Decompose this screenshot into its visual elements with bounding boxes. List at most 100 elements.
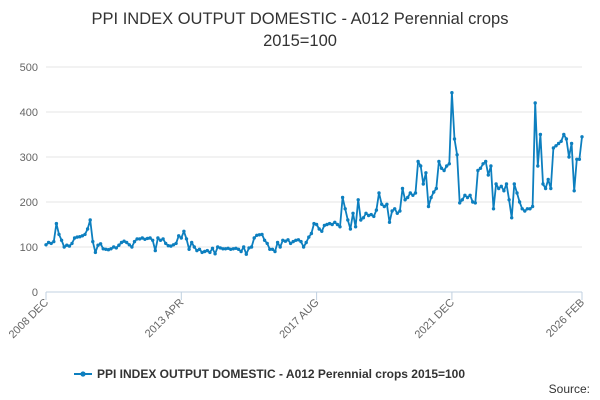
data-point[interactable]	[499, 184, 503, 188]
data-point[interactable]	[192, 245, 196, 249]
data-point[interactable]	[400, 186, 405, 191]
data-point[interactable]	[346, 218, 350, 222]
data-point[interactable]	[151, 238, 155, 242]
data-point[interactable]	[351, 211, 355, 215]
data-point[interactable]	[229, 247, 233, 251]
data-point[interactable]	[187, 247, 191, 251]
data-point[interactable]	[98, 242, 103, 246]
data-point[interactable]	[393, 207, 397, 211]
data-point[interactable]	[416, 159, 420, 164]
data-point[interactable]	[387, 220, 392, 224]
data-point[interactable]	[406, 195, 410, 200]
data-point[interactable]	[83, 232, 87, 237]
data-point[interactable]	[59, 238, 64, 242]
data-point[interactable]	[153, 248, 157, 253]
data-point[interactable]	[361, 216, 366, 220]
data-point[interactable]	[91, 239, 95, 244]
data-point[interactable]	[70, 241, 74, 246]
data-point[interactable]	[96, 243, 100, 247]
data-point[interactable]	[309, 231, 314, 236]
data-point[interactable]	[249, 245, 254, 249]
data-point[interactable]	[366, 213, 371, 218]
data-point[interactable]	[244, 252, 248, 256]
data-point[interactable]	[216, 245, 220, 249]
data-point[interactable]	[330, 222, 334, 227]
data-point[interactable]	[288, 241, 293, 246]
data-point[interactable]	[265, 241, 269, 246]
data-point[interactable]	[429, 195, 433, 200]
data-point[interactable]	[156, 236, 160, 240]
data-point[interactable]	[549, 186, 553, 191]
data-point[interactable]	[434, 186, 438, 191]
data-point[interactable]	[447, 162, 451, 166]
data-point[interactable]	[260, 232, 264, 237]
data-point[interactable]	[135, 237, 139, 241]
data-point[interactable]	[408, 191, 412, 195]
data-point[interactable]	[125, 240, 129, 245]
data-point[interactable]	[390, 209, 394, 213]
data-point[interactable]	[109, 247, 113, 251]
data-point[interactable]	[161, 237, 165, 241]
data-point[interactable]	[398, 209, 402, 213]
data-point[interactable]	[75, 235, 79, 239]
data-point[interactable]	[210, 246, 215, 250]
data-point[interactable]	[195, 248, 199, 253]
data-point[interactable]	[239, 249, 243, 254]
data-point[interactable]	[54, 221, 59, 226]
data-point[interactable]	[205, 248, 209, 253]
data-point[interactable]	[463, 193, 467, 197]
data-point[interactable]	[536, 164, 540, 168]
data-point[interactable]	[119, 240, 124, 245]
data-point[interactable]	[145, 236, 150, 241]
data-point[interactable]	[372, 214, 376, 219]
data-point[interactable]	[481, 162, 485, 166]
data-point[interactable]	[299, 239, 303, 244]
data-point[interactable]	[140, 236, 144, 240]
data-point[interactable]	[533, 101, 537, 105]
data-point[interactable]	[340, 195, 345, 200]
data-point[interactable]	[348, 227, 353, 231]
data-point[interactable]	[517, 200, 522, 204]
data-point[interactable]	[112, 245, 116, 249]
data-point[interactable]	[317, 227, 321, 231]
data-point[interactable]	[143, 237, 147, 241]
data-point[interactable]	[49, 241, 53, 246]
data-point[interactable]	[491, 207, 496, 211]
data-point[interactable]	[356, 198, 360, 202]
data-point[interactable]	[314, 222, 319, 227]
data-point[interactable]	[281, 238, 285, 242]
data-point[interactable]	[93, 250, 98, 255]
data-point[interactable]	[255, 233, 259, 237]
data-point[interactable]	[473, 201, 477, 205]
data-point[interactable]	[166, 244, 170, 248]
data-point[interactable]	[575, 157, 579, 161]
data-point[interactable]	[114, 246, 119, 250]
data-point[interactable]	[577, 157, 582, 161]
data-point[interactable]	[432, 190, 436, 194]
data-point[interactable]	[455, 153, 459, 157]
data-point[interactable]	[127, 243, 131, 247]
data-point[interactable]	[226, 246, 230, 250]
data-point[interactable]	[468, 193, 472, 197]
data-point[interactable]	[484, 159, 488, 164]
data-point[interactable]	[546, 177, 550, 182]
data-point[interactable]	[359, 218, 363, 222]
data-point[interactable]	[580, 135, 584, 139]
data-point[interactable]	[190, 240, 194, 245]
data-point[interactable]	[327, 221, 332, 226]
data-point[interactable]	[208, 250, 212, 255]
data-point[interactable]	[101, 247, 105, 251]
data-point[interactable]	[538, 132, 543, 137]
data-point[interactable]	[257, 233, 262, 237]
data-point[interactable]	[174, 241, 178, 246]
data-point[interactable]	[291, 239, 295, 244]
data-point[interactable]	[179, 236, 183, 240]
data-point[interactable]	[562, 132, 566, 137]
data-point[interactable]	[353, 225, 358, 229]
data-point[interactable]	[130, 245, 134, 249]
legend[interactable]: PPI INDEX OUTPUT DOMESTIC - A012 Perenni…	[74, 367, 465, 381]
data-point[interactable]	[117, 243, 121, 247]
data-point[interactable]	[132, 239, 137, 244]
data-point[interactable]	[507, 198, 511, 202]
data-point[interactable]	[504, 182, 509, 186]
